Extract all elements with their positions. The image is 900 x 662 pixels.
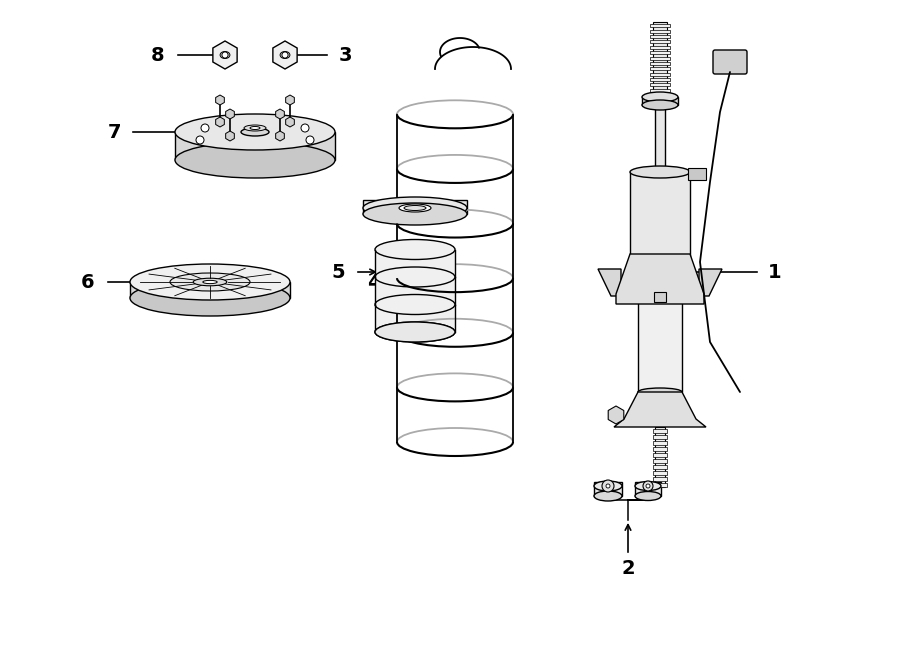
Bar xyxy=(650,73,670,75)
Text: 3: 3 xyxy=(338,46,352,64)
Ellipse shape xyxy=(375,322,455,342)
Bar xyxy=(653,448,667,451)
Bar xyxy=(653,459,667,463)
Bar xyxy=(653,453,667,457)
Bar xyxy=(650,46,670,49)
Bar xyxy=(650,94,670,97)
Bar xyxy=(594,482,622,496)
Bar xyxy=(653,471,667,475)
Text: 4: 4 xyxy=(367,273,381,291)
Bar xyxy=(650,83,670,86)
Ellipse shape xyxy=(635,481,661,491)
Ellipse shape xyxy=(363,203,467,225)
Text: 5: 5 xyxy=(331,263,345,281)
Ellipse shape xyxy=(220,52,230,58)
Circle shape xyxy=(643,481,653,491)
Circle shape xyxy=(606,484,610,488)
Bar xyxy=(650,56,670,60)
Bar xyxy=(375,250,455,277)
Ellipse shape xyxy=(399,204,431,212)
Ellipse shape xyxy=(594,481,622,491)
Ellipse shape xyxy=(130,280,290,316)
Bar xyxy=(650,89,670,91)
Circle shape xyxy=(306,136,314,144)
Bar xyxy=(655,105,665,172)
Ellipse shape xyxy=(280,52,290,58)
Text: 8: 8 xyxy=(151,46,165,64)
Polygon shape xyxy=(616,254,704,304)
Ellipse shape xyxy=(630,166,690,178)
Bar xyxy=(650,51,670,54)
Bar xyxy=(653,436,667,439)
Circle shape xyxy=(301,124,309,132)
Ellipse shape xyxy=(250,126,260,130)
Bar xyxy=(650,78,670,81)
Bar xyxy=(635,482,661,496)
Bar xyxy=(650,35,670,38)
Ellipse shape xyxy=(630,276,690,288)
Text: 1: 1 xyxy=(769,263,782,281)
Circle shape xyxy=(201,124,209,132)
Ellipse shape xyxy=(375,267,455,287)
Bar xyxy=(653,22,667,97)
Bar xyxy=(650,40,670,44)
Ellipse shape xyxy=(241,128,269,136)
Ellipse shape xyxy=(202,281,217,283)
Ellipse shape xyxy=(170,273,250,291)
Bar xyxy=(650,30,670,32)
Text: 6: 6 xyxy=(81,273,94,291)
Ellipse shape xyxy=(175,114,335,150)
Text: 7: 7 xyxy=(107,122,121,142)
Polygon shape xyxy=(598,269,621,296)
Ellipse shape xyxy=(130,264,290,300)
Polygon shape xyxy=(614,392,706,427)
Bar xyxy=(688,168,706,180)
Polygon shape xyxy=(699,269,722,296)
Bar xyxy=(175,132,335,160)
Bar xyxy=(363,200,467,214)
Bar xyxy=(375,305,455,332)
Ellipse shape xyxy=(194,278,227,286)
Bar xyxy=(653,430,667,433)
Ellipse shape xyxy=(375,240,455,260)
Circle shape xyxy=(646,484,650,488)
Bar xyxy=(653,442,667,445)
Bar xyxy=(375,277,455,305)
Bar xyxy=(630,172,690,282)
Bar xyxy=(653,477,667,481)
Ellipse shape xyxy=(375,322,455,342)
Ellipse shape xyxy=(375,295,455,314)
Bar xyxy=(638,282,682,392)
Ellipse shape xyxy=(244,125,266,131)
Ellipse shape xyxy=(175,142,335,178)
Bar xyxy=(650,68,670,70)
Ellipse shape xyxy=(635,491,661,500)
Bar xyxy=(650,62,670,65)
Bar xyxy=(650,24,670,27)
Bar xyxy=(654,292,666,302)
Text: 2: 2 xyxy=(621,559,634,577)
Circle shape xyxy=(222,52,228,58)
Ellipse shape xyxy=(638,278,682,286)
Bar xyxy=(130,282,290,298)
Ellipse shape xyxy=(642,100,678,110)
Bar xyxy=(655,427,665,487)
Bar xyxy=(642,97,678,105)
Ellipse shape xyxy=(642,92,678,102)
Bar xyxy=(653,465,667,469)
Circle shape xyxy=(196,136,204,144)
FancyBboxPatch shape xyxy=(713,50,747,74)
Ellipse shape xyxy=(404,205,426,211)
Ellipse shape xyxy=(363,197,467,219)
Ellipse shape xyxy=(638,388,682,396)
Circle shape xyxy=(282,52,288,58)
Ellipse shape xyxy=(594,491,622,501)
Bar xyxy=(653,483,667,487)
Circle shape xyxy=(602,480,614,492)
